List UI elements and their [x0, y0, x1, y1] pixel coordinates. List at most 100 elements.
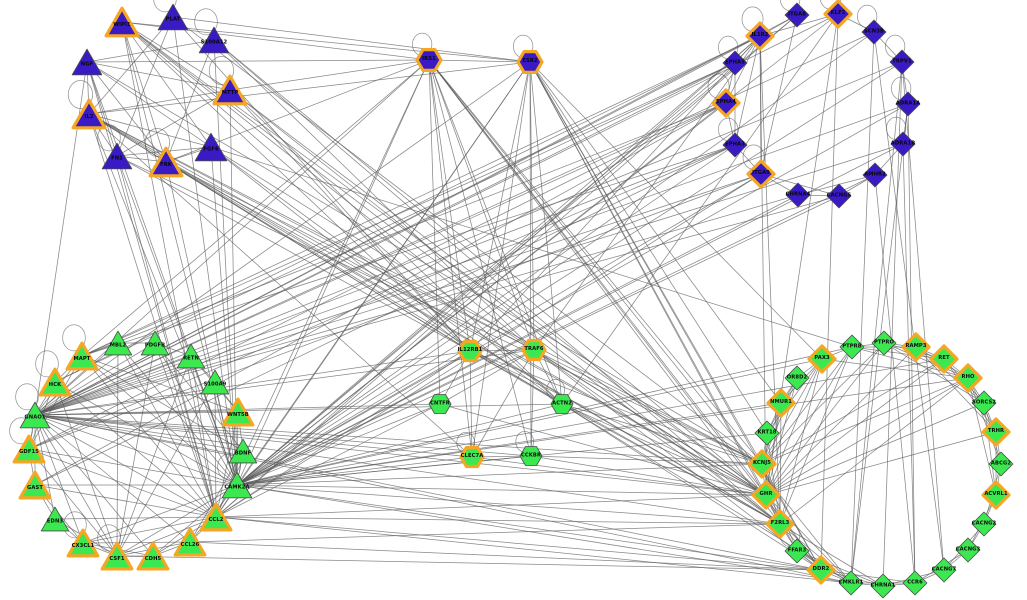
graph-edge	[796, 550, 884, 587]
graph-node-itga9[interactable]: ITGA9	[743, 156, 779, 192]
graph-node-ccl26[interactable]: CCL26	[171, 523, 209, 561]
graph-node-chrna4[interactable]: CHRNA4	[783, 180, 813, 210]
graph-node-krt18[interactable]: KRT18	[752, 418, 782, 448]
graph-edge	[428, 59, 852, 584]
graph-node-il2[interactable]: IL2	[69, 94, 109, 134]
graph-node-amhr2[interactable]: AMHR2	[860, 160, 890, 190]
graph-edge	[116, 155, 763, 465]
graph-edge	[821, 358, 969, 379]
graph-node-hck[interactable]: HCK	[36, 363, 74, 401]
graph-node-klf2[interactable]: KLF2	[820, 0, 856, 32]
graph-node-trpv1[interactable]: TRPV1	[887, 47, 917, 77]
graph-edge	[236, 358, 823, 486]
graph-node-mttp[interactable]: MTTP	[210, 70, 250, 110]
graph-node-mbl2[interactable]: MBL2	[102, 327, 134, 359]
graph-node-actn2[interactable]: ACTN2	[548, 390, 576, 418]
graph-edge	[883, 342, 969, 379]
self-loop-edge	[144, 128, 170, 157]
self-loop-edge	[208, 56, 234, 85]
graph-edge	[529, 61, 823, 360]
graph-node-epha5[interactable]: EPHA5	[720, 48, 750, 78]
graph-node-chrna1[interactable]: CHRNA1	[868, 571, 898, 600]
graph-node-scn3b[interactable]: SCN3B	[859, 17, 889, 47]
graph-edge	[34, 173, 762, 416]
graph-edge	[967, 377, 1002, 465]
graph-edge	[471, 349, 535, 458]
graph-node-adra1a[interactable]: ADRA1A	[893, 89, 923, 119]
graph-edge	[121, 21, 781, 525]
graph-node-pdgfb[interactable]: PDGFB	[139, 327, 171, 359]
graph-edge	[236, 174, 876, 486]
graph-edge	[236, 31, 875, 486]
graph-node-abcg2[interactable]: ABCG2	[986, 449, 1016, 479]
graph-edge	[117, 342, 238, 486]
graph-edge	[765, 358, 945, 496]
graph-edge	[81, 62, 736, 357]
graph-node-frk[interactable]: FRK	[146, 142, 186, 182]
graph-node-ddr2[interactable]: DDR2	[803, 552, 839, 588]
graph-edge	[34, 102, 727, 416]
graph-edge	[86, 61, 118, 157]
graph-edge	[761, 358, 945, 465]
graph-edge	[86, 61, 763, 465]
graph-node-bdnf[interactable]: BDNF	[227, 435, 259, 467]
graph-edge	[236, 377, 969, 486]
graph-edge	[765, 342, 885, 496]
graph-edge	[34, 411, 239, 416]
graph-node-csf1[interactable]: CSF1	[98, 537, 136, 575]
graph-edge	[88, 113, 763, 465]
graph-node-traf6[interactable]: TRAF6	[518, 334, 550, 366]
graph-node-acvrl1[interactable]: ACVRL1	[978, 477, 1014, 513]
graph-node-camk2a[interactable]: CAMK2A	[220, 468, 254, 502]
graph-edge	[34, 62, 736, 416]
graph-node-gast[interactable]: GAST	[16, 466, 54, 504]
graph-node-fn1[interactable]: FN1	[100, 139, 134, 173]
graph-edge	[529, 61, 768, 434]
graph-edge	[34, 144, 736, 416]
graph-node-wipi1[interactable]: WIPI1	[102, 2, 142, 42]
graph-edge	[471, 456, 767, 496]
graph-node-fgf6[interactable]: FGF6	[193, 129, 229, 165]
graph-node-trhr[interactable]: TRHR	[978, 414, 1014, 450]
graph-node-wnt5b[interactable]: WNT5B	[219, 393, 257, 431]
graph-edge	[189, 541, 822, 571]
graph-edge	[428, 59, 535, 351]
graph-node-epha4[interactable]: EPHA4	[708, 85, 744, 121]
graph-node-cckbr[interactable]: CCKBR	[517, 442, 545, 470]
graph-edge	[236, 349, 535, 486]
graph-node-cdh5[interactable]: CDH5	[134, 537, 172, 575]
graph-node-gdf15[interactable]: GDF15	[10, 430, 48, 468]
graph-node-gnao1[interactable]: GNAO1	[18, 398, 52, 432]
graph-node-cntfr[interactable]: CNTFR	[426, 390, 454, 418]
graph-node-ccr6[interactable]: CCR6	[900, 568, 930, 598]
graph-node-plat[interactable]: PLAT	[156, 0, 190, 34]
graph-node-cacng7[interactable]: CACNG7	[929, 555, 959, 585]
graph-edge	[236, 61, 903, 486]
graph-node-il12rb1[interactable]: IL12RB1	[454, 335, 486, 367]
graph-node-ngf[interactable]: NGF	[70, 45, 104, 79]
graph-edge	[734, 35, 761, 146]
graph-edge	[116, 342, 119, 557]
graph-node-esr2[interactable]: ESR2	[513, 45, 547, 79]
graph-edge	[229, 89, 563, 405]
graph-node-ptprb[interactable]: PTPRB	[837, 332, 867, 362]
graph-edge	[765, 377, 798, 496]
graph-node-cmklr1[interactable]: CMKLR1	[836, 568, 866, 598]
graph-edge	[215, 516, 852, 584]
graph-edge	[236, 144, 736, 486]
graph-edge	[428, 59, 441, 405]
graph-node-irs1[interactable]: IRS1	[412, 43, 446, 77]
graph-node-itga8[interactable]: ITGA8	[782, 0, 812, 30]
graph-edge	[469, 61, 531, 352]
graph-node-cx3cl1[interactable]: CX3CL1	[64, 524, 102, 562]
graph-node-nmur1[interactable]: NMUR1	[763, 385, 799, 421]
graph-edge	[86, 61, 167, 163]
graph-node-adra1b[interactable]: ADRA1B	[888, 129, 918, 159]
graph-node-clec7a[interactable]: CLEC7A	[456, 441, 488, 473]
graph-node-ptpro[interactable]: PTPRO	[869, 328, 899, 358]
graph-node-cacng5[interactable]: CACNG5	[824, 181, 854, 211]
graph-edge	[34, 61, 903, 416]
graph-edge	[34, 350, 471, 416]
graph-node-s100a12[interactable]: S100A12	[197, 23, 231, 57]
